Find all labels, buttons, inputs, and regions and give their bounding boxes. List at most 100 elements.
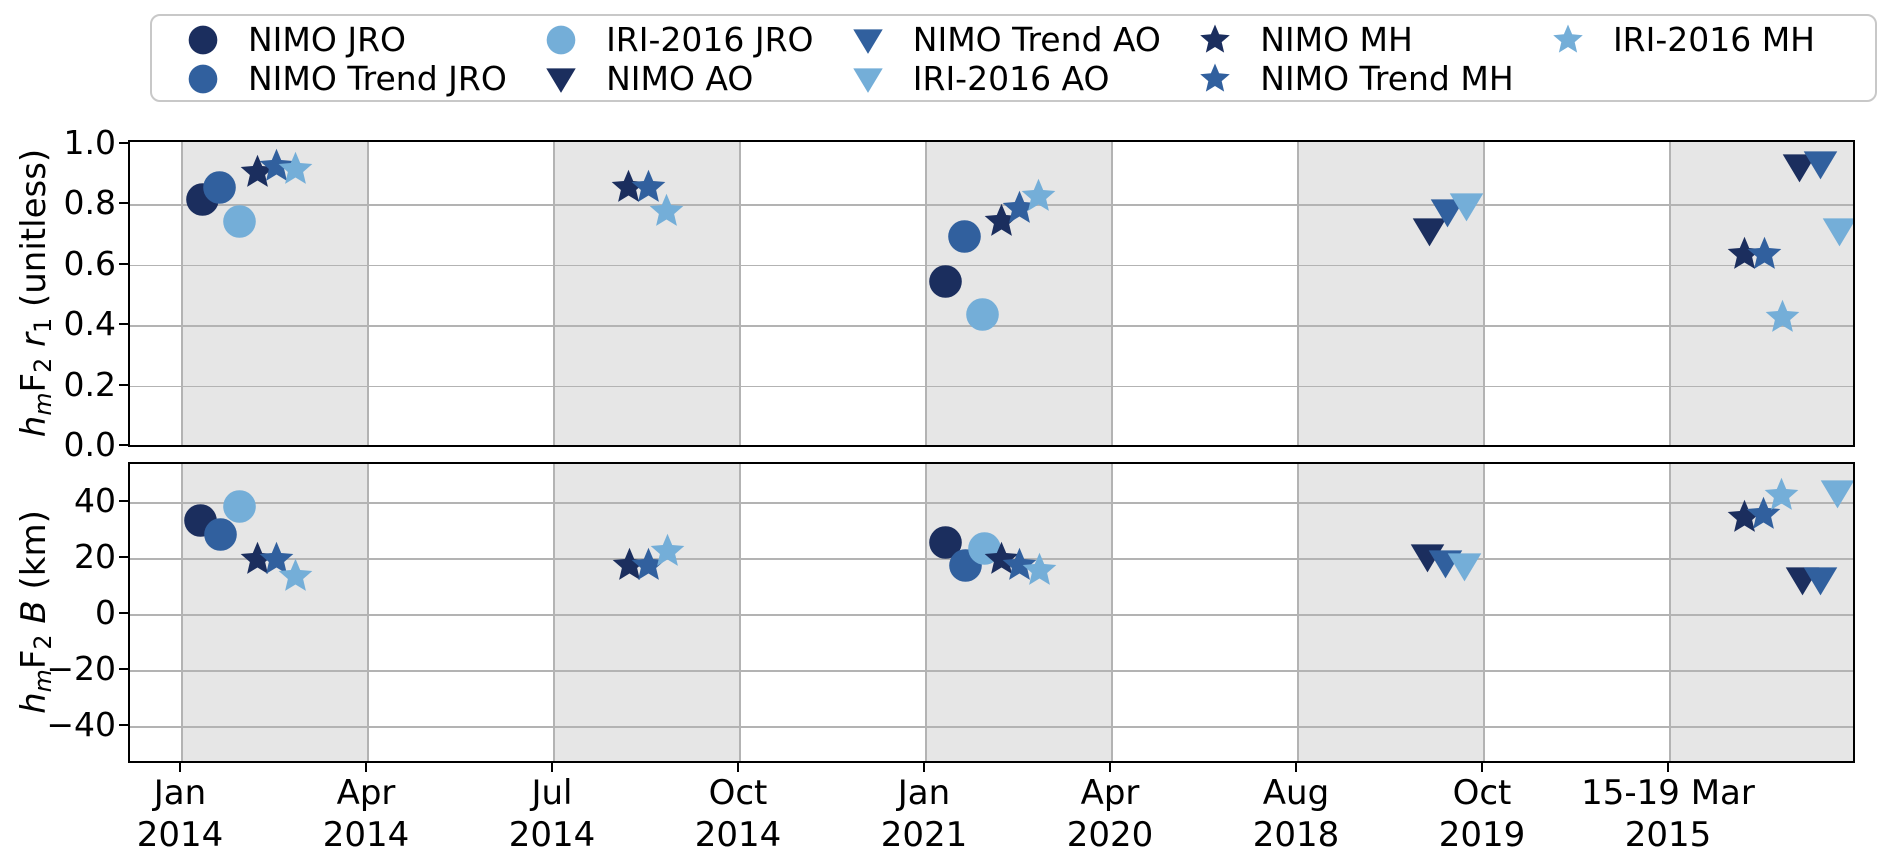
data-point	[1412, 217, 1447, 246]
panel-B	[128, 462, 1855, 763]
shaded-campaign-band	[554, 464, 740, 761]
data-point	[1803, 566, 1838, 595]
y-tick-label: 0.0	[63, 425, 116, 464]
horizontal-gridline	[130, 614, 1853, 616]
star-marker-icon	[612, 547, 647, 580]
data-point	[1765, 299, 1800, 332]
legend-item: NIMO JRO	[180, 20, 507, 59]
data-point	[1002, 547, 1037, 580]
y-tick-mark	[119, 612, 128, 614]
y-tick-label: 0.2	[63, 364, 116, 404]
x-tick-label: Jan 2014	[20, 772, 340, 856]
y-axis-label-run	[14, 347, 54, 358]
star-marker-icon	[611, 170, 646, 203]
star-marker-icon	[1764, 477, 1799, 510]
y-tick-mark	[119, 500, 128, 502]
y-tick-label: 0	[95, 593, 116, 632]
y-tick-label: 0.8	[63, 183, 116, 223]
legend-item: IRI-2016 AO	[845, 59, 1161, 98]
triangle-marker-icon	[1447, 552, 1482, 581]
x-tick-label-year: 2021	[880, 815, 968, 855]
circle-marker-icon	[948, 219, 981, 253]
triangle-marker-icon	[546, 67, 576, 93]
circle-legend-marker-icon	[180, 22, 226, 58]
y-tick-mark	[119, 724, 128, 726]
triangle-legend-marker-icon	[538, 61, 584, 97]
data-point	[929, 526, 962, 559]
y-axis-label-run: (unitless)	[14, 148, 54, 318]
x-tick-mark	[1667, 763, 1669, 772]
circle-marker-icon	[929, 265, 962, 298]
triangle-marker-icon	[853, 28, 883, 54]
y-tick-mark	[119, 142, 128, 144]
legend-item: NIMO Trend AO	[845, 20, 1161, 59]
triangle-marker-icon	[1820, 480, 1853, 509]
star-marker-icon	[240, 154, 275, 187]
legend-item: NIMO Trend MH	[1192, 59, 1514, 98]
circle-marker-icon	[929, 526, 962, 559]
x-tick-label-year: 2014	[136, 815, 224, 855]
x-tick-label-month: Apr	[1080, 773, 1140, 813]
data-point	[1727, 236, 1762, 269]
star-marker-icon	[1022, 552, 1057, 586]
x-tick-mark	[365, 763, 367, 772]
star-legend-marker-icon	[1192, 61, 1238, 97]
legend-label: NIMO Trend MH	[1260, 59, 1514, 98]
legend-item: IRI-2016 MH	[1545, 20, 1815, 59]
data-point	[223, 204, 256, 238]
x-tick-label: Oct 2014	[578, 772, 898, 856]
star-marker-icon	[1746, 496, 1781, 530]
star-legend-marker-icon	[1545, 22, 1591, 58]
x-tick-label-year: 2019	[1438, 815, 1526, 855]
star-marker-icon	[1727, 236, 1762, 269]
y-tick-label: −20	[46, 649, 116, 688]
legend-item: NIMO MH	[1192, 20, 1513, 59]
x-tick-label-year: 2014	[322, 815, 410, 855]
data-point	[1820, 480, 1853, 509]
data-point	[1022, 552, 1057, 586]
x-tick-label-month: Oct	[708, 773, 768, 813]
x-tick-mark	[1295, 763, 1297, 772]
vertical-gridline	[925, 464, 927, 761]
horizontal-gridline	[130, 264, 1853, 267]
horizontal-gridline	[130, 726, 1853, 728]
data-point	[240, 154, 275, 187]
y-tick-label: 0.6	[63, 243, 116, 283]
star-legend-marker-icon	[1192, 22, 1238, 58]
legend-label: NIMO MH	[1260, 20, 1413, 59]
star-marker-icon	[1021, 179, 1056, 212]
x-tick-label: Apr 2014	[206, 772, 526, 856]
y-tick-mark	[119, 668, 128, 670]
star-marker-icon	[278, 151, 313, 184]
star-marker-icon	[631, 170, 666, 203]
x-tick-label-month: Aug	[1262, 773, 1330, 813]
circle-marker-icon	[204, 517, 237, 551]
y-tick-mark	[119, 323, 128, 326]
data-point	[984, 203, 1019, 236]
triangle-marker-icon	[1449, 193, 1484, 222]
legend-label: NIMO AO	[606, 59, 754, 98]
x-tick-mark	[551, 763, 553, 772]
star-marker-icon	[650, 533, 685, 566]
vertical-gridline	[1669, 464, 1671, 761]
legend-item: NIMO Trend JRO	[180, 59, 507, 98]
vertical-gridline	[739, 142, 741, 445]
x-tick-label: 15-19 Mar 2015	[1508, 772, 1828, 856]
star-marker-icon	[649, 194, 684, 227]
circle-legend-marker-icon	[538, 22, 584, 58]
data-point	[203, 171, 236, 205]
star-marker-icon	[1200, 23, 1230, 53]
star-marker-icon	[259, 541, 294, 574]
data-point	[259, 148, 294, 181]
star-marker-icon	[1002, 191, 1037, 224]
star-marker-icon	[1747, 236, 1782, 269]
shaded-campaign-band	[1298, 142, 1484, 445]
star-marker-icon	[631, 547, 666, 580]
x-tick-label: Apr 2020	[950, 772, 1270, 856]
horizontal-gridline	[130, 670, 1853, 672]
x-tick-label: Oct 2019	[1322, 772, 1642, 856]
star-marker-icon	[984, 203, 1019, 236]
x-tick-label-year: 2014	[694, 815, 782, 855]
x-tick-mark	[923, 763, 925, 772]
